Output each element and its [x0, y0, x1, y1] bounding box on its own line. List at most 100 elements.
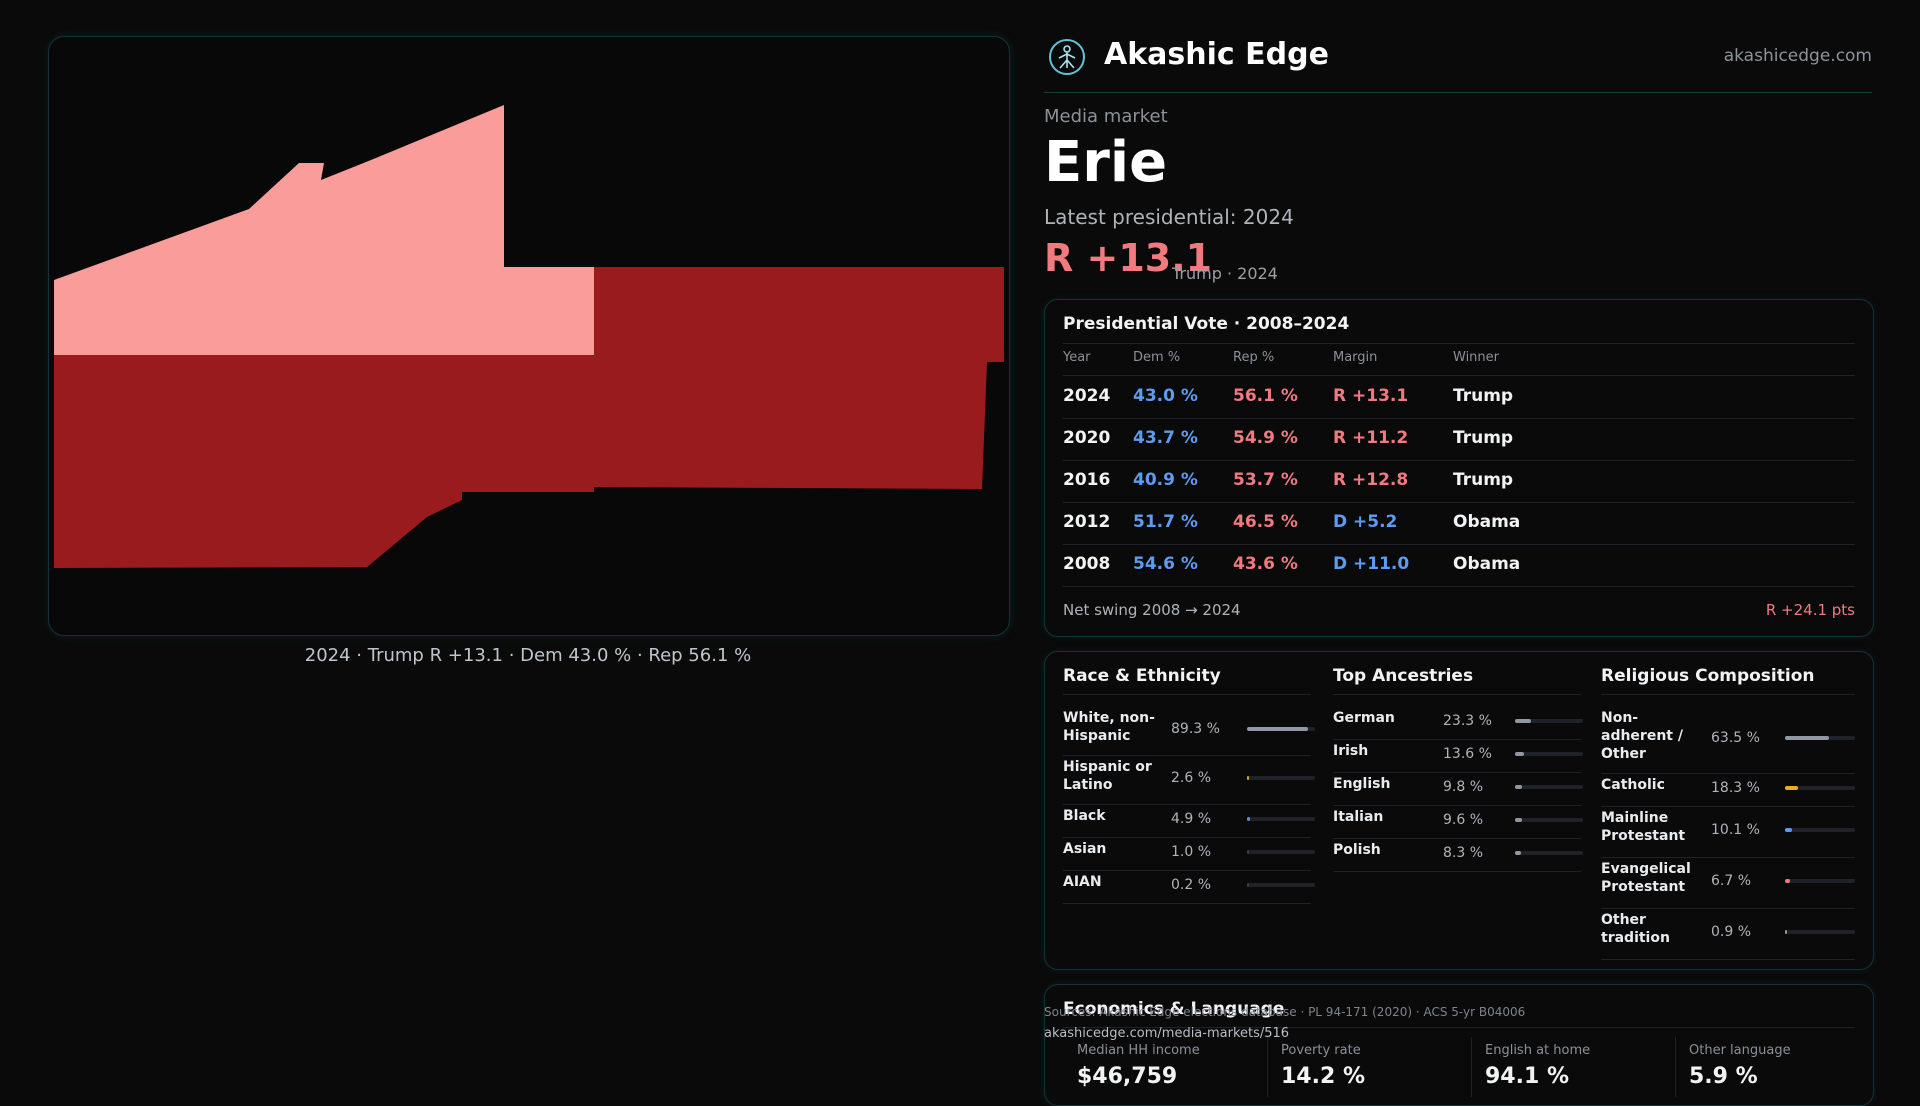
religion-bar-track: [1785, 736, 1855, 740]
religion-label: Evangelical Protestant: [1601, 861, 1691, 895]
vote-cell-dem: 43.0 %: [1133, 386, 1198, 406]
ancestry-label: English: [1333, 776, 1391, 792]
race-value: 0.2 %: [1171, 877, 1212, 893]
divider: [1063, 1027, 1855, 1028]
header: Akashic Edge akashicedge.com: [1044, 36, 1872, 93]
ancestry-row: English 9.8 %: [1333, 773, 1583, 806]
religion-label: Catholic: [1601, 777, 1665, 793]
race-row: Hispanic or Latino 2.6 %: [1063, 756, 1315, 805]
race-value: 4.9 %: [1171, 811, 1212, 827]
stat-english: English at home 94.1 %: [1485, 1043, 1675, 1089]
stat-other-language: Other language 5.9 %: [1689, 1043, 1879, 1089]
ancestry-label: Italian: [1333, 809, 1384, 825]
vote-cell-rep: 43.6 %: [1233, 554, 1298, 574]
race-bar-track: [1247, 817, 1315, 821]
ancestry-label: Irish: [1333, 743, 1369, 759]
race-bar-track: [1247, 727, 1315, 731]
vote-cell-margin: D +5.2: [1333, 512, 1398, 532]
vote-cell-year: 2016: [1063, 470, 1111, 490]
presidential-vote-card: Presidential Vote · 2008–2024 Year Dem %…: [1044, 299, 1874, 637]
row-divider: [1063, 586, 1855, 587]
stat-label: Median HH income: [1077, 1043, 1200, 1058]
latest-label: Latest presidential: 2024: [1044, 205, 1294, 229]
race-bar-track: [1247, 883, 1315, 887]
row-divider: [1063, 418, 1855, 419]
religion-bar-fill: [1785, 828, 1793, 832]
ancestry-bar-fill: [1515, 719, 1531, 723]
religion-bar-fill: [1785, 786, 1798, 790]
religion-label: Non- adherent / Other: [1601, 710, 1683, 762]
religion-label: Other tradition: [1601, 912, 1670, 946]
ancestry-value: 13.6 %: [1443, 746, 1492, 762]
row-divider: [1063, 460, 1855, 461]
religion-value: 10.1 %: [1711, 822, 1760, 838]
ancestry-title: Top Ancestries: [1333, 666, 1581, 695]
tree-of-life-icon[interactable]: [1048, 38, 1086, 76]
race-row: White, non- Hispanic 89.3 %: [1063, 707, 1315, 756]
vote-cell-winner: Trump: [1453, 470, 1514, 490]
vote-cell-year: 2020: [1063, 428, 1111, 448]
religion-row: Evangelical Protestant 6.7 %: [1601, 858, 1855, 909]
page-url[interactable]: akashicedge.com/media-markets/516: [1044, 1026, 1290, 1041]
race-column: Race & Ethnicity White, non- Hispanic 89.…: [1063, 666, 1315, 904]
latest-margin-sub: Trump · 2024: [1172, 264, 1278, 283]
col-header-winner: Winner: [1453, 350, 1500, 365]
col-header-dem: Dem %: [1133, 350, 1181, 365]
vote-cell-dem: 51.7 %: [1133, 512, 1198, 532]
vote-cell-rep: 56.1 %: [1233, 386, 1298, 406]
sources-note: Sources: Akashic Edge elections database…: [1044, 1005, 1526, 1019]
race-row: Asian 1.0 %: [1063, 838, 1315, 871]
vote-cell-winner: Obama: [1453, 512, 1521, 532]
religion-value: 18.3 %: [1711, 780, 1760, 796]
ancestry-bar-fill: [1515, 752, 1525, 756]
vote-cell-winner: Trump: [1453, 386, 1514, 406]
site-link[interactable]: akashicedge.com: [1723, 46, 1872, 66]
religion-row: Other tradition 0.9 %: [1601, 909, 1855, 960]
county-dark-west[interactable]: [54, 355, 594, 568]
demographics-card: Race & Ethnicity White, non- Hispanic 89.…: [1044, 651, 1874, 970]
religion-value: 63.5 %: [1711, 730, 1760, 746]
religion-bar-track: [1785, 786, 1855, 790]
divider: [1063, 343, 1855, 344]
vote-cell-dem: 54.6 %: [1133, 554, 1198, 574]
county-light-north[interactable]: [54, 105, 594, 355]
religion-title: Religious Composition: [1601, 666, 1855, 695]
ancestry-bar-track: [1515, 719, 1583, 723]
religion-value: 6.7 %: [1711, 873, 1752, 889]
county-dark-east[interactable]: [594, 267, 1004, 489]
ancestry-value: 9.8 %: [1443, 779, 1484, 795]
stat-value: 94.1 %: [1485, 1064, 1569, 1089]
vote-cell-dem: 40.9 %: [1133, 470, 1198, 490]
religion-bar-track: [1785, 930, 1855, 934]
latest-margin: R +13.1: [1044, 236, 1213, 280]
race-row: AIAN 0.2 %: [1063, 871, 1315, 904]
race-label: White, non- Hispanic: [1063, 710, 1155, 744]
ancestry-row: Italian 9.6 %: [1333, 806, 1583, 839]
race-label: Hispanic or Latino: [1063, 759, 1152, 793]
brand-name[interactable]: Akashic Edge: [1104, 37, 1329, 72]
race-value: 89.3 %: [1171, 721, 1220, 737]
ancestry-bar-fill: [1515, 785, 1522, 789]
race-bar-fill: [1247, 883, 1249, 887]
religion-row: Non- adherent / Other 63.5 %: [1601, 707, 1855, 774]
map-panel[interactable]: [48, 36, 1010, 636]
map-caption: 2024 · Trump R +13.1 · Dem 43.0 % · Rep …: [304, 645, 752, 666]
vote-cell-margin: R +13.1: [1333, 386, 1409, 406]
vote-cell-dem: 43.7 %: [1133, 428, 1198, 448]
ancestry-bar-fill: [1515, 818, 1522, 822]
stat-value: $46,759: [1077, 1064, 1178, 1089]
col-header-year: Year: [1063, 350, 1091, 365]
ancestry-value: 8.3 %: [1443, 845, 1484, 861]
stat-label: English at home: [1485, 1043, 1591, 1058]
vote-cell-year: 2008: [1063, 554, 1111, 574]
divider: [1675, 1037, 1676, 1097]
race-value: 2.6 %: [1171, 770, 1212, 786]
race-bar-fill: [1247, 817, 1251, 821]
race-value: 1.0 %: [1171, 844, 1212, 860]
market-map[interactable]: [49, 37, 1009, 635]
race-label: AIAN: [1063, 874, 1102, 890]
vote-cell-winner: Obama: [1453, 554, 1521, 574]
stat-value: 14.2 %: [1281, 1064, 1365, 1089]
stat-poverty: Poverty rate 14.2 %: [1281, 1043, 1471, 1089]
religion-bar-track: [1785, 879, 1855, 883]
